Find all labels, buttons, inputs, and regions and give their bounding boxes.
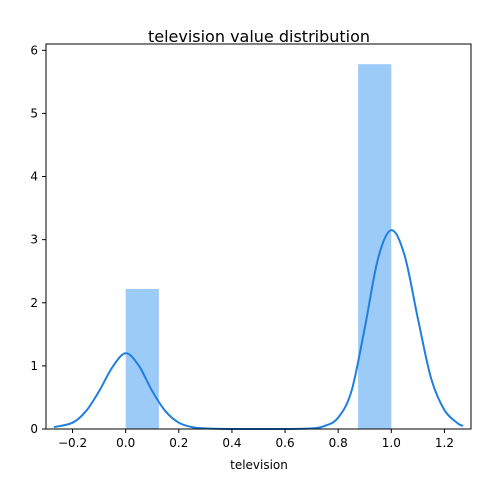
plot-frame — [45, 43, 472, 430]
histogram-bars — [125, 64, 392, 430]
y-tick-label: 5 — [30, 106, 38, 120]
x-tick-label: −0.2 — [58, 436, 87, 450]
histogram-bar-0 — [125, 288, 159, 429]
x-tick-label: 0.0 — [116, 436, 135, 450]
x-tick-label: 0.6 — [276, 436, 295, 450]
x-axis-label: television — [230, 458, 288, 472]
y-tick-label: 1 — [30, 359, 38, 373]
histogram-bar-1 — [358, 64, 392, 430]
x-tick-label: 0.2 — [169, 436, 188, 450]
x-tick-label: 1.0 — [382, 436, 401, 450]
y-tick-label: 4 — [30, 170, 38, 184]
x-tick-label: 0.4 — [222, 436, 241, 450]
y-tick-label: 3 — [30, 233, 38, 247]
y-tick-label: 6 — [30, 43, 38, 57]
y-tick-label: 2 — [30, 296, 38, 310]
x-tick-label: 0.8 — [329, 436, 348, 450]
x-axis-ticks: −0.2 0.0 0.2 0.4 0.6 0.8 1.0 1.2 — [58, 429, 454, 450]
chart-title: television value distribution — [148, 27, 370, 46]
x-tick-label: 1.2 — [435, 436, 454, 450]
y-tick-label: 0 — [30, 422, 38, 436]
y-axis-ticks: 0 1 2 3 4 5 6 — [30, 43, 46, 436]
